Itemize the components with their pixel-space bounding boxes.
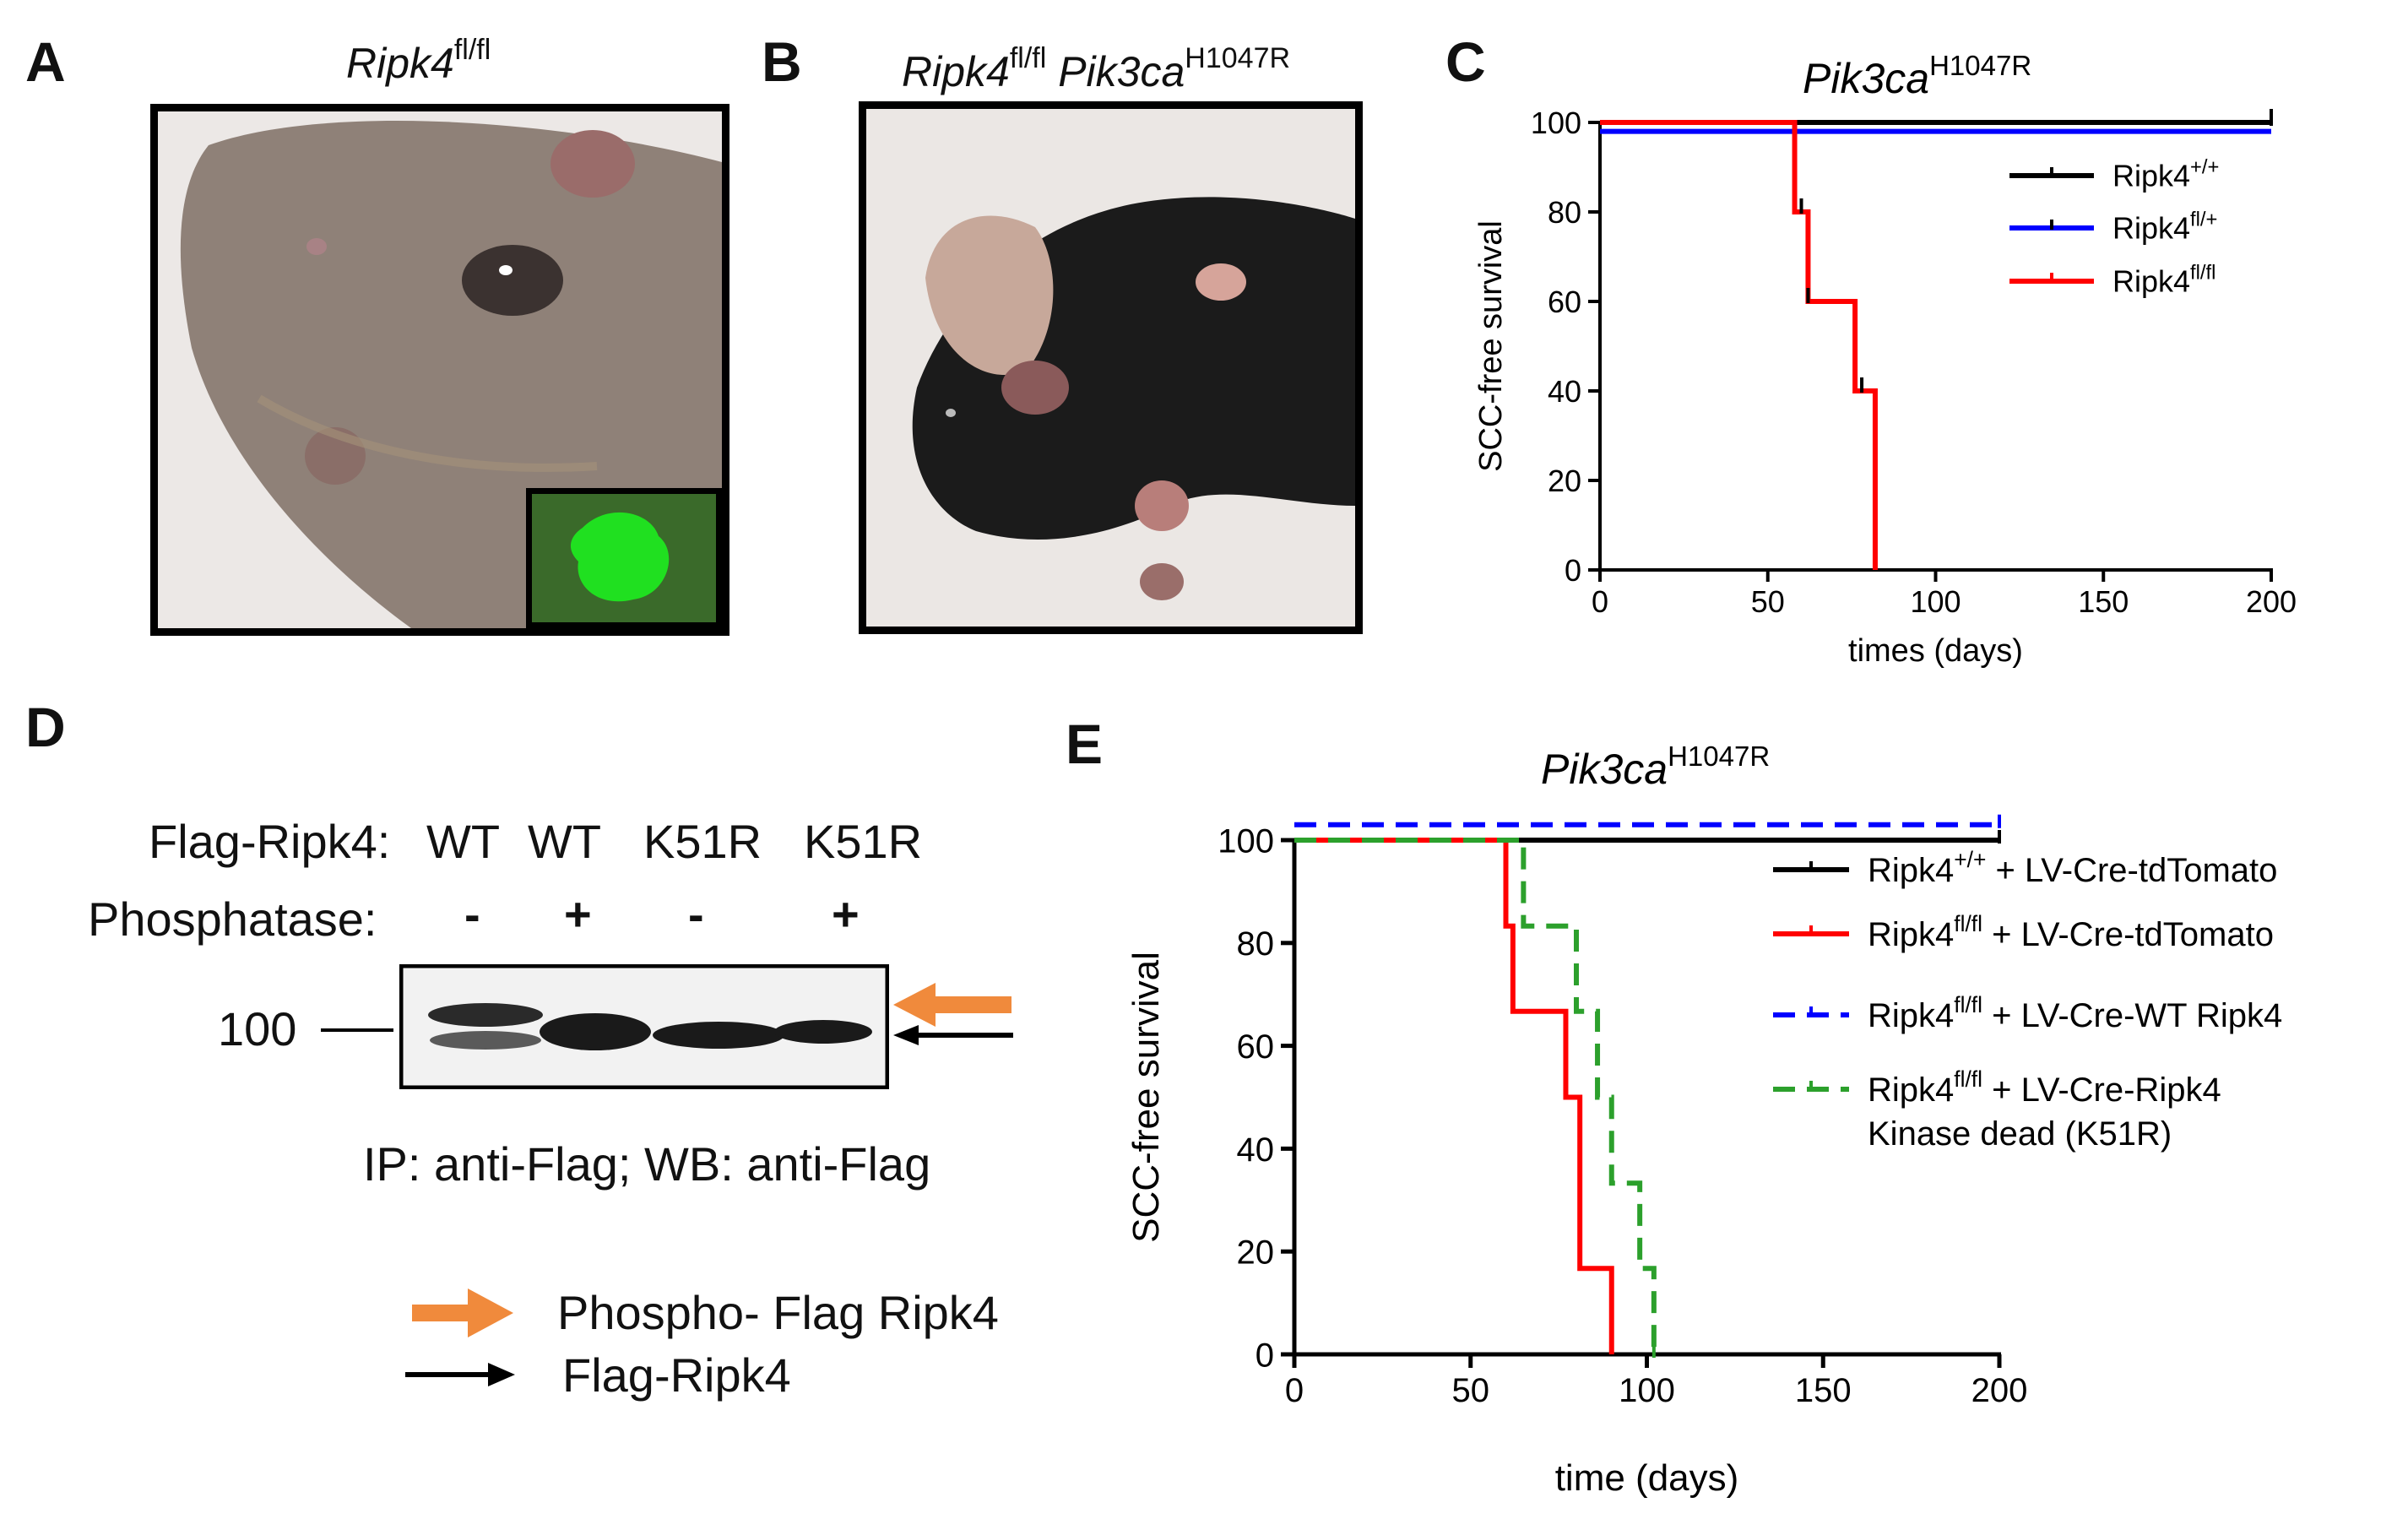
mw-marker-line — [321, 1028, 393, 1032]
phosphatase-label: Phosphatase: — [88, 892, 377, 946]
panel-d-letter: D — [25, 696, 66, 758]
panel-c-letter: C — [1445, 30, 1486, 93]
legend-label-2: Ripk4fl/+ — [2112, 208, 2217, 245]
x-tick-label: 200 — [2246, 584, 2297, 619]
blot-arrows — [893, 983, 1013, 1045]
panel-b-title-gene1: Ripk4 — [902, 48, 1010, 95]
legend-orange-arrow-icon — [412, 1288, 513, 1337]
survival-chart-c: Pik3caH1047R 0 50 100 150 200 0 20 40 60 80 100 time… — [1473, 50, 2297, 669]
legend-phospho-label: Phospho- Flag Ripk4 — [557, 1286, 999, 1339]
lane-label-1: WT — [426, 815, 501, 868]
blot-lane-3-bands — [653, 1022, 784, 1049]
y-tick-label: 80 — [1237, 925, 1275, 963]
y-tick-label: 0 — [1256, 1337, 1274, 1374]
orange-phospho-arrow-icon — [893, 983, 1011, 1027]
x-tick-label: 100 — [1619, 1372, 1675, 1409]
x-tick-label: 50 — [1751, 584, 1785, 619]
y-axis-label: SCC-free survival — [1473, 220, 1509, 472]
blot-lane-4-bands — [774, 1020, 872, 1044]
y-tick-label: 100 — [1531, 106, 1581, 140]
tumor-lesion-b1 — [1001, 361, 1069, 415]
survival-chart-e: Pik3caH1047R 0 50 100 150 200 0 20 40 60 80 100 time… — [1125, 743, 2282, 1499]
x-tick-label: 0 — [1285, 1372, 1304, 1409]
panel-b-mouse-photo — [859, 101, 1363, 634]
y-tick-label: 40 — [1237, 1131, 1275, 1169]
panel-b-title: Ripk4fl/fl Pik3caH1047R — [902, 42, 1290, 96]
legend-flag-label: Flag-Ripk4 — [562, 1348, 791, 1402]
phosphatase-sign-3: - — [688, 887, 704, 941]
mw-marker-100: 100 — [218, 1002, 297, 1055]
ip-wb-caption: IP: anti-Flag; WB: anti-Flag — [363, 1137, 931, 1191]
blot-lane-1-bands — [428, 1003, 543, 1050]
chart-title: Pik3caH1047R — [1541, 743, 1770, 793]
legend-label-2: Ripk4fl/fl + LV-Cre-tdTomato — [1868, 911, 2274, 953]
y-tick-label: 60 — [1237, 1028, 1275, 1066]
x-tick-label: 100 — [1910, 584, 1961, 619]
y-axis-label: SCC-free survival — [1125, 952, 1167, 1243]
mouse-ear-b — [925, 215, 1054, 376]
panel-a-mouse-photo — [150, 104, 729, 636]
gfp-inset — [526, 488, 722, 628]
phosphatase-sign-1: - — [464, 887, 480, 941]
y-tick-label: 60 — [1548, 285, 1581, 319]
panel-b-title-sup2: H1047R — [1185, 42, 1291, 74]
tumor-lesion-b3 — [1135, 480, 1189, 531]
panel-b-letter: B — [762, 30, 802, 93]
x-tick-label: 150 — [1795, 1372, 1852, 1409]
tumor-lesion-b2 — [1196, 263, 1246, 301]
western-blot-image — [399, 964, 889, 1089]
y-tick-label: 20 — [1548, 464, 1581, 498]
series-line-3 — [1600, 120, 1878, 570]
panel-b-title-sup1: fl/fl — [1009, 42, 1047, 74]
phosphatase-sign-2: + — [564, 887, 592, 941]
legend-label-1: Ripk4+/+ — [2112, 155, 2219, 193]
x-axis-label: times (days) — [1848, 633, 2023, 669]
gfp-fluorescence-icon — [532, 494, 716, 622]
x-tick-label: 0 — [1592, 584, 1608, 619]
legend-label-4: Ripk4fl/fl + LV-Cre-Ripk4 — [1868, 1066, 2221, 1109]
legend-label-1: Ripk4+/+ + LV-Cre-tdTomato — [1868, 847, 2277, 889]
x-tick-label: 50 — [1452, 1372, 1490, 1409]
panel-a-title: Ripk4fl/fl — [346, 34, 491, 88]
flag-ripk4-label: Flag-Ripk4: — [149, 815, 391, 868]
y-tick-label: 0 — [1565, 553, 1581, 588]
x-tick-label: 200 — [1971, 1372, 2028, 1409]
lane-label-2: WT — [528, 815, 602, 868]
blot-lane-2-bands — [540, 1013, 651, 1050]
mouse-illustration-b — [866, 109, 1355, 627]
legend-label-4-line2: Kinase dead (K51R) — [1868, 1115, 2172, 1153]
legend-label-3: Ripk4fl/fl — [2112, 261, 2215, 298]
panel-a-letter: A — [25, 30, 66, 93]
y-tick-label: 20 — [1237, 1234, 1275, 1272]
series-line-4 — [1294, 838, 1657, 1354]
lane-label-3: K51R — [643, 815, 762, 868]
mouse-eye-a — [462, 245, 563, 316]
x-tick-label: 150 — [2078, 584, 2129, 619]
y-tick-label: 80 — [1548, 195, 1581, 230]
lane-label-4: K51R — [804, 815, 923, 868]
x-axis-label: time (days) — [1555, 1457, 1739, 1499]
panel-a-title-gene: Ripk4 — [346, 40, 454, 87]
legend-label-3: Ripk4fl/fl + LV-Cre-WT Ripk4 — [1868, 992, 2282, 1034]
legend-black-arrow-icon — [405, 1363, 515, 1386]
panel-e-letter: E — [1066, 713, 1104, 775]
y-tick-label: 100 — [1218, 822, 1274, 860]
black-flag-arrow-icon — [893, 1025, 1013, 1045]
series-line-2 — [1294, 838, 1614, 1354]
chart-title: Pik3caH1047R — [1803, 50, 2031, 102]
panel-a-title-sup: fl/fl — [453, 34, 491, 66]
tumor-lesion-a — [550, 130, 635, 198]
y-tick-label: 40 — [1548, 374, 1581, 409]
phosphatase-sign-4: + — [832, 887, 860, 941]
panel-b-title-gene2: Pik3ca — [1058, 48, 1185, 95]
